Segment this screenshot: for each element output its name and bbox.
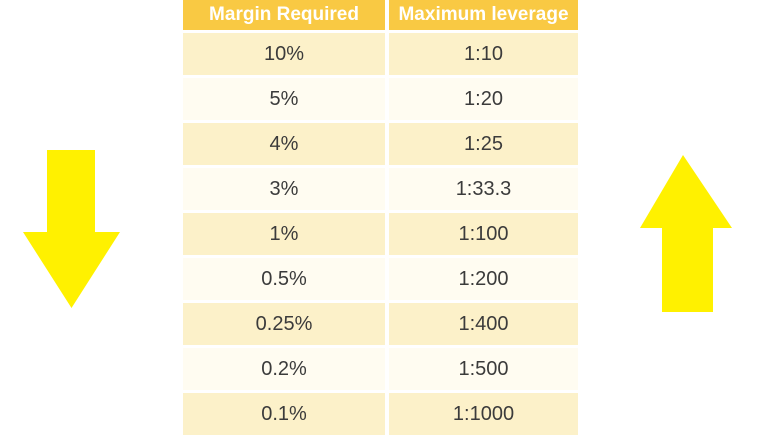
table-cell-margin: 0.1%	[183, 393, 385, 435]
table-cell-margin: 5%	[183, 78, 385, 120]
table-cell-margin: 10%	[183, 33, 385, 75]
table-cell-leverage: 1:20	[389, 78, 578, 120]
table-cell-leverage: 1:33.3	[389, 168, 578, 210]
leverage-table: Margin Required Maximum leverage 10% 1:10…	[183, 0, 578, 438]
table-cell-margin: 3%	[183, 168, 385, 210]
table-cell-leverage: 1:1000	[389, 393, 578, 435]
table-cell-leverage: 1:400	[389, 303, 578, 345]
table-cell-leverage: 1:500	[389, 348, 578, 390]
table-cell-leverage: 1:10	[389, 33, 578, 75]
table-cell-leverage: 1:100	[389, 213, 578, 255]
table-row: 1% 1:100	[183, 213, 578, 258]
table-row: 5% 1:20	[183, 78, 578, 123]
table-row: 10% 1:10	[183, 33, 578, 78]
up-arrow-shape	[640, 155, 732, 312]
table-cell-leverage: 1:200	[389, 258, 578, 300]
table-row: 3% 1:33.3	[183, 168, 578, 213]
table-cell-margin: 0.2%	[183, 348, 385, 390]
table-body: 10% 1:10 5% 1:20 4% 1:25 3% 1:33.3 1% 1:100 0.5% 1:…	[183, 33, 578, 438]
table-row: 0.25% 1:400	[183, 303, 578, 348]
down-arrow-icon	[23, 150, 120, 308]
table-cell-margin: 4%	[183, 123, 385, 165]
table-cell-leverage: 1:25	[389, 123, 578, 165]
table-cell-margin: 1%	[183, 213, 385, 255]
table-cell-margin: 0.5%	[183, 258, 385, 300]
column-header-margin: Margin Required	[183, 0, 385, 30]
table-cell-margin: 0.25%	[183, 303, 385, 345]
table-row: 0.5% 1:200	[183, 258, 578, 303]
table-row: 0.2% 1:500	[183, 348, 578, 393]
table-row: 0.1% 1:1000	[183, 393, 578, 438]
table-header-row: Margin Required Maximum leverage	[183, 0, 578, 33]
column-header-leverage: Maximum leverage	[389, 0, 578, 30]
down-arrow-shape	[23, 150, 120, 308]
up-arrow-icon	[640, 155, 732, 312]
table-row: 4% 1:25	[183, 123, 578, 168]
